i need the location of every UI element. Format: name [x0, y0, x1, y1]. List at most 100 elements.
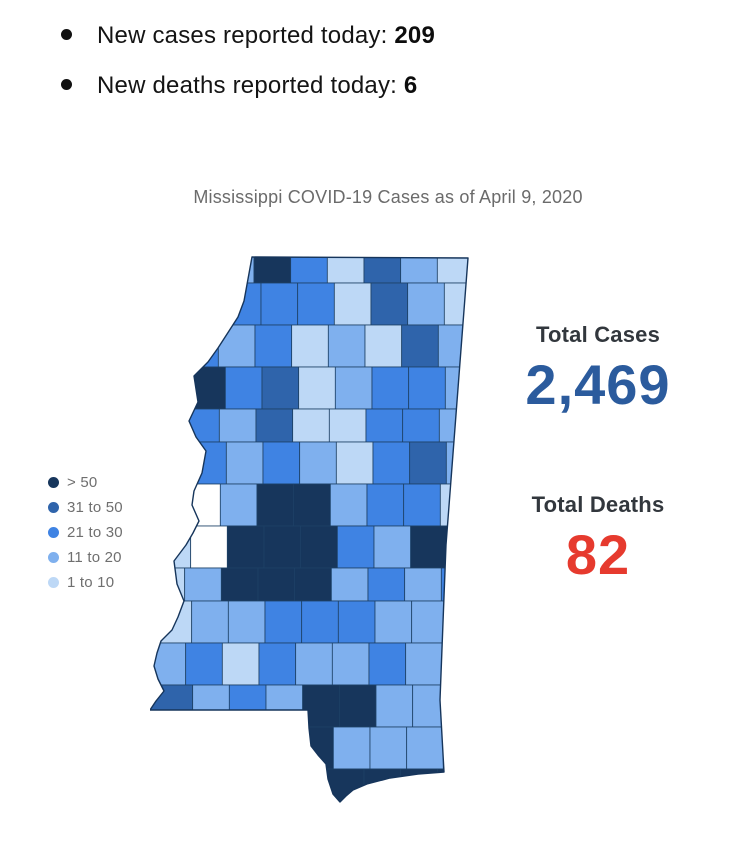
county-cell [259, 726, 298, 770]
county-cell [225, 441, 264, 485]
county-cell [437, 324, 468, 368]
legend-item: 11 to 20 [48, 545, 123, 570]
county-cell [262, 441, 301, 485]
county-cell [294, 567, 332, 602]
county-cell [373, 525, 412, 569]
summary-bullets: New cases reported today: 209 New deaths … [61, 20, 435, 120]
county-cell [299, 441, 337, 485]
county-cell [407, 282, 445, 326]
county-cell [410, 525, 448, 569]
county-cell [447, 600, 468, 644]
county-cell [371, 366, 410, 410]
county-cell [297, 282, 335, 326]
county-cell [219, 483, 258, 527]
county-cell [256, 483, 295, 527]
county-cell [300, 525, 338, 569]
county-cell [331, 642, 370, 686]
legend-swatch-icon [48, 552, 59, 563]
county-cell [191, 600, 229, 644]
map-legend: > 50 31 to 50 21 to 30 11 to 20 1 to 10 [48, 470, 123, 595]
county-cell [150, 324, 183, 368]
county-cell [291, 324, 329, 368]
legend-swatch-icon [48, 577, 59, 588]
legend-label: 1 to 10 [67, 574, 115, 591]
county-cell [363, 257, 402, 284]
county-cell [436, 257, 468, 284]
county-cell [326, 257, 365, 284]
county-cell [366, 483, 405, 527]
stat-block: Total Deaths 82 [507, 492, 689, 586]
legend-label: 31 to 50 [67, 499, 123, 516]
legend-swatch-icon [48, 477, 59, 488]
county-cell [369, 726, 408, 770]
county-cell [408, 366, 446, 410]
county-cell [412, 684, 450, 728]
county-cell [444, 366, 468, 410]
county-cell [330, 567, 369, 602]
county-cell [186, 726, 224, 770]
county-cell [363, 768, 402, 802]
county-cell [374, 600, 413, 644]
county-cell [338, 684, 377, 728]
county-cell [439, 483, 468, 527]
county-cell [254, 324, 293, 368]
county-cell [436, 768, 468, 802]
county-cell [440, 567, 468, 602]
legend-label: 21 to 30 [67, 524, 123, 541]
county-cell [188, 366, 226, 410]
bullet-value: 209 [394, 22, 436, 49]
legend-item: 1 to 10 [48, 570, 123, 595]
county-cell [375, 684, 414, 728]
county-cell [190, 525, 228, 569]
county-cell [189, 441, 227, 485]
county-cell [263, 525, 302, 569]
county-cell [222, 726, 261, 770]
county-cell [328, 408, 367, 443]
county-cell [401, 324, 439, 368]
stat-label: Total Cases [535, 322, 661, 347]
county-cell [226, 525, 265, 569]
county-cell [336, 525, 375, 569]
county-cell [150, 408, 184, 443]
stat-label: Total Deaths [531, 491, 665, 517]
county-cell [257, 567, 296, 602]
county-cell [327, 324, 366, 368]
county-cell [290, 257, 328, 284]
county-cell [334, 366, 373, 410]
county-cell [183, 483, 221, 527]
bullet-icon [61, 29, 72, 40]
county-cell [150, 600, 193, 644]
county-cell [216, 768, 255, 802]
county-cell [409, 441, 447, 485]
county-cell [150, 257, 182, 284]
legend-item: 21 to 30 [48, 520, 123, 545]
county-cell [296, 726, 334, 770]
state-outline [150, 256, 469, 803]
bullet-item: New deaths reported today: 6 [61, 70, 435, 101]
county-cell [337, 600, 376, 644]
county-cell [253, 257, 292, 284]
county-cell [150, 483, 185, 527]
county-cell [218, 408, 257, 443]
county-cell [367, 567, 406, 602]
county-cell [264, 600, 303, 644]
county-cell [368, 642, 407, 686]
county-cell [442, 726, 468, 770]
county-cell [258, 642, 297, 686]
county-cell [292, 408, 330, 443]
county-cell [150, 366, 190, 410]
county-cell [150, 642, 187, 686]
county-cell [185, 642, 223, 686]
county-cell [221, 642, 260, 686]
county-cell [404, 567, 442, 602]
legend-label: > 50 [67, 474, 98, 491]
county-cell [448, 684, 468, 728]
county-cell [181, 324, 219, 368]
county-cell [443, 282, 468, 326]
stat-value: 82 [565, 522, 631, 586]
county-cell [150, 567, 186, 602]
county-cell [184, 567, 222, 602]
bullet-icon [61, 79, 72, 90]
county-cell [441, 642, 468, 686]
